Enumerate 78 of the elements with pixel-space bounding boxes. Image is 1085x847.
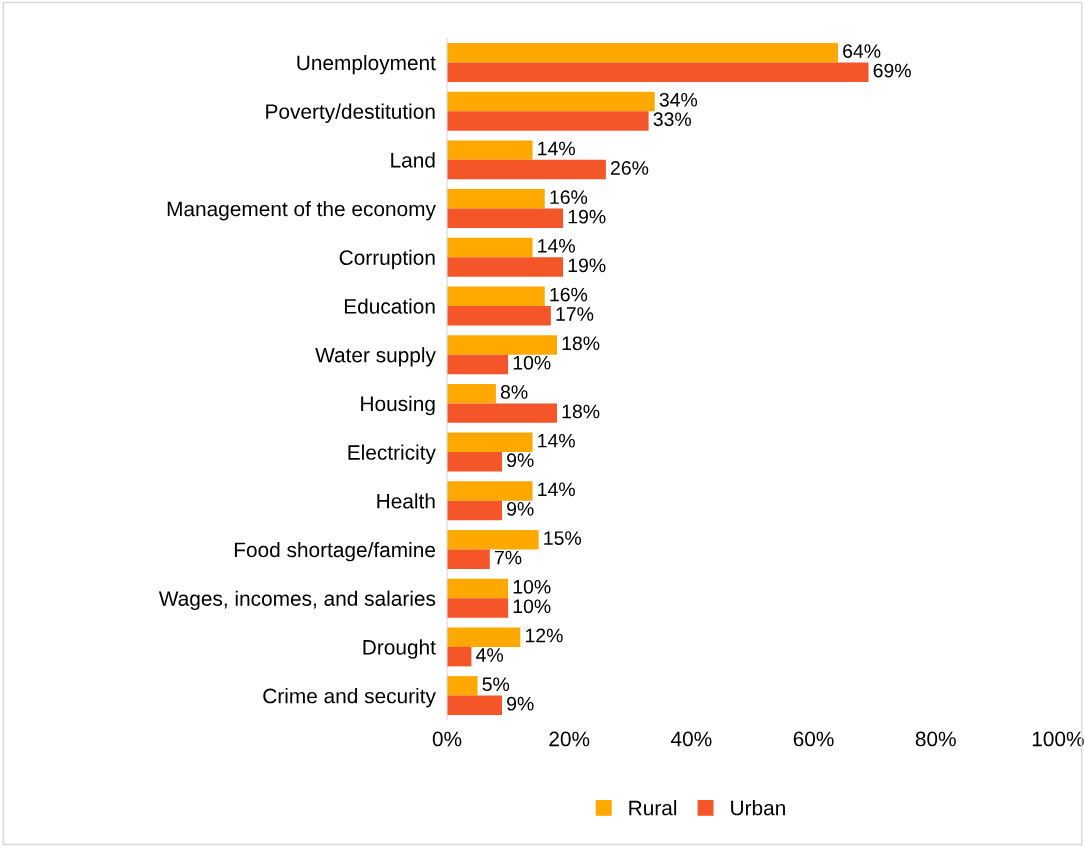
data-label: 17% xyxy=(556,307,594,321)
data-label: 5% xyxy=(482,677,510,692)
bar xyxy=(447,286,545,306)
legend-label: Urban xyxy=(731,800,785,816)
bar xyxy=(447,403,557,423)
bar xyxy=(447,695,502,716)
bar xyxy=(447,646,472,667)
data-label: 9% xyxy=(507,696,534,711)
bar xyxy=(447,481,533,501)
bar xyxy=(447,159,606,180)
y-tick-label: Crime and security xyxy=(263,688,436,708)
data-label: 10% xyxy=(513,579,551,594)
data-label: 8% xyxy=(500,385,528,399)
data-label: 10% xyxy=(513,355,551,370)
bar xyxy=(447,627,521,647)
data-label: 69% xyxy=(873,63,911,78)
y-tick-label: Land xyxy=(391,152,435,168)
data-label: 7% xyxy=(494,550,522,565)
y-tick-label: Poverty/destitution xyxy=(266,103,435,124)
data-label: 64% xyxy=(843,44,881,58)
x-tick-label: 60% xyxy=(793,731,834,747)
y-tick-label: Unemployment xyxy=(297,54,436,75)
bar xyxy=(447,354,509,375)
bar xyxy=(447,237,533,258)
data-label: 14% xyxy=(538,239,575,253)
bar xyxy=(447,305,551,326)
y-tick-label: Electricity xyxy=(348,444,436,464)
bar xyxy=(447,42,838,63)
bar xyxy=(447,549,490,569)
y-tick-label: Housing xyxy=(361,395,435,416)
data-label: 18% xyxy=(562,336,600,351)
bar xyxy=(447,91,655,112)
data-label: 14% xyxy=(538,482,575,497)
bar xyxy=(447,530,539,550)
bar xyxy=(447,432,533,453)
data-label: 9% xyxy=(507,453,534,468)
y-tick-label: Food shortage/famine xyxy=(234,541,435,562)
data-label: 26% xyxy=(610,161,649,175)
bar xyxy=(447,676,478,696)
data-label: 16% xyxy=(550,190,588,205)
bar xyxy=(447,335,557,355)
data-label: 12% xyxy=(525,628,563,643)
y-tick-label: Water supply xyxy=(315,347,436,367)
x-tick-label: 40% xyxy=(670,731,712,747)
y-tick-label: Health xyxy=(377,493,435,509)
bar xyxy=(447,452,502,472)
data-label: 14% xyxy=(538,141,575,156)
bar xyxy=(447,208,564,229)
bar xyxy=(447,578,509,599)
x-tick-label: 0% xyxy=(432,731,462,747)
bar xyxy=(447,62,869,82)
data-label: 18% xyxy=(562,404,600,419)
data-label: 9% xyxy=(507,501,534,516)
bar xyxy=(447,500,502,521)
y-tick-label: Management of the economy xyxy=(167,201,436,221)
bar xyxy=(447,257,564,277)
data-label: 4% xyxy=(476,648,504,662)
bar xyxy=(447,189,545,209)
x-tick-label: 100% xyxy=(1032,731,1084,747)
data-label: 33% xyxy=(653,112,691,127)
data-label: 19% xyxy=(568,258,606,273)
bar xyxy=(447,598,509,618)
bar xyxy=(447,383,496,404)
data-label: 16% xyxy=(550,287,588,302)
x-tick-label: 80% xyxy=(915,731,956,747)
x-tick-label: 20% xyxy=(549,731,590,747)
data-label: 19% xyxy=(568,209,606,224)
bar xyxy=(447,111,649,131)
legend-label: Rural xyxy=(629,800,677,816)
y-tick-label: Drought xyxy=(363,639,436,659)
y-tick-label: Education xyxy=(344,298,435,314)
bar xyxy=(447,140,533,160)
data-label: 15% xyxy=(544,531,582,545)
data-label: 10% xyxy=(513,599,551,614)
data-label: 34% xyxy=(659,92,698,107)
data-label: 14% xyxy=(538,433,575,448)
y-tick-label: Wages, incomes, and salaries xyxy=(158,590,436,611)
y-tick-label: Corruption xyxy=(339,249,435,270)
